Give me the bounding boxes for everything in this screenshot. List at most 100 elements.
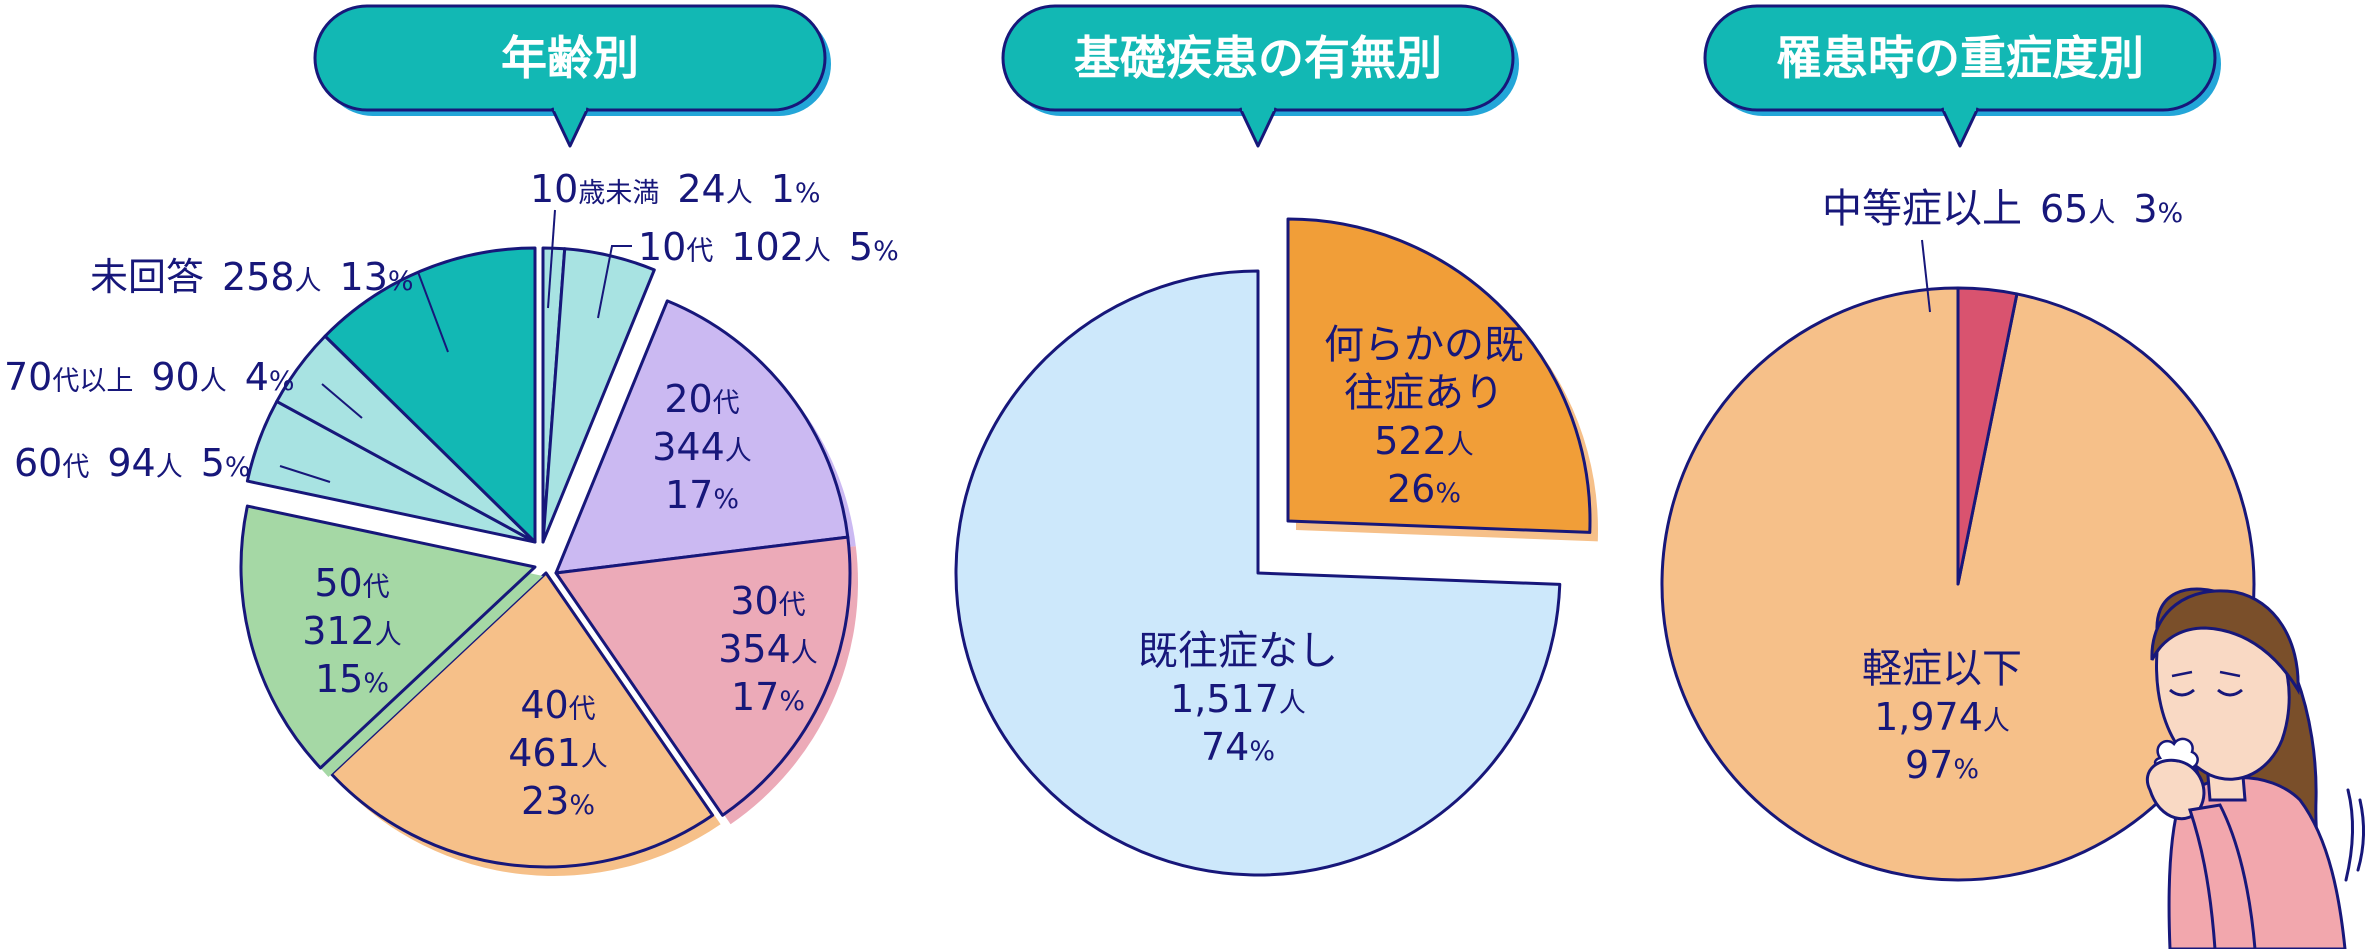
age-label-30s-category-suffix: 代 [779, 590, 806, 621]
disease-label-yes-percent-value: 26 [1387, 467, 1435, 511]
age-label-20s-percent: 17% [665, 473, 739, 517]
age-label-10s-category-num: 10 [638, 225, 686, 269]
age-label-30s-count-value: 354 [718, 627, 791, 671]
age-chart-title-pill-title: 年齢別 [501, 31, 639, 85]
age-label-10s: 10代 102人 5% [638, 225, 899, 269]
age-label-40s-percent-value: 23 [521, 779, 569, 823]
severity-chart-title-pill-pointer-join [1944, 105, 1976, 111]
age-label-50s-percent-value: 15 [315, 657, 363, 701]
age-label-10s-percent-sign: % [873, 236, 899, 267]
age-label-70plus-percent-sign: % [269, 366, 295, 397]
disease-slice-yes [1286, 217, 1592, 534]
age-label-20s-count-unit: 人 [725, 436, 752, 467]
severity-label-moderate-category: 中等症以上 [1822, 186, 2022, 232]
severity-slice-moderate [1956, 286, 2019, 586]
age-label-under10-count-value: 24 [677, 167, 725, 211]
age-label-40s-category-suffix: 代 [569, 694, 596, 725]
severity-label-moderate-count-unit: 人 [2088, 198, 2115, 229]
age-label-30s-percent-sign: % [779, 686, 805, 717]
age-label-30s-category-num: 30 [730, 579, 778, 623]
age-label-10s-count-unit: 人 [804, 236, 831, 267]
severity-label-mild-count: 1,974人 [1874, 695, 2010, 739]
age-label-20s-category: 20代 [664, 377, 739, 421]
age-label-70plus-category-num: 70 [4, 355, 52, 399]
age-leader-10s [597, 245, 632, 319]
age-label-30s-category: 30代 [730, 579, 805, 623]
eyebrows [2171, 670, 2241, 678]
severity-chart-title-pill-pointer [1940, 107, 1980, 148]
disease-label-yes-count-unit: 人 [1447, 430, 1474, 461]
severity-leader-moderate [1921, 239, 1931, 313]
age-label-50s-category: 50代 [314, 561, 389, 605]
severity-label-moderate: 中等症以上 65人 3% [1822, 186, 2183, 232]
age-label-70plus-count-unit: 人 [200, 366, 227, 397]
age-label-no-answer-percent-sign: % [388, 266, 414, 297]
age-label-70plus-count-value: 90 [151, 355, 199, 399]
disease-label-no-percent-value: 74 [1201, 725, 1249, 769]
disease-label-no-category-line1: 既往症なし [1138, 628, 1338, 674]
hand [2145, 758, 2206, 821]
severity-label-mild-percent: 97% [1905, 743, 1979, 787]
age-label-60s-category-suffix: 代 [62, 452, 89, 483]
age-label-under10: 10歳未満 24人 1% [530, 167, 821, 211]
age-label-under10-percent-sign: % [795, 178, 821, 209]
age-label-no-answer-percent-value: 13 [340, 255, 388, 299]
age-label-40s-category-num: 40 [520, 683, 568, 727]
severity-label-moderate-percent-value: 3 [2133, 187, 2157, 231]
age-label-40s-percent: 23% [521, 779, 595, 823]
age-label-no-answer: 未回答 258人 13% [90, 255, 414, 299]
age-label-20s-count-value: 344 [652, 425, 725, 469]
age-leader-60s [279, 465, 331, 483]
age-label-10s-percent-value: 5 [849, 225, 873, 269]
disease-chart-title-pill-pointer [1238, 107, 1278, 148]
disease-label-no-count-unit: 人 [1279, 688, 1306, 719]
right-eye-closed [2217, 688, 2243, 697]
age-label-60s-percent-value: 5 [201, 441, 225, 485]
age-label-under10-category-suffix: 歳未満 [578, 178, 659, 209]
severity-label-mild-count-unit: 人 [1983, 706, 2010, 737]
age-label-60s-count-value: 94 [107, 441, 155, 485]
age-label-under10-category-num: 10 [530, 167, 578, 211]
disease-label-no-percent: 74% [1201, 725, 1275, 769]
age-slice-50s [239, 504, 537, 770]
age-chart-title-pill-pointer [550, 107, 590, 148]
age-label-20s-category-suffix: 代 [713, 388, 740, 419]
age-label-60s-percent-sign: % [225, 452, 251, 483]
age-label-70plus-percent-value: 4 [245, 355, 269, 399]
age-label-no-answer-category-text: 未回答 [90, 255, 204, 299]
age-label-under10-count-unit: 人 [726, 178, 753, 209]
shake-lines [2344, 788, 2366, 882]
age-slice-30s [554, 535, 852, 817]
severity-chart-title-pill-title: 罹患時の重症度別 [1776, 31, 2144, 85]
age-label-40s-category: 40代 [520, 683, 595, 727]
age-label-50s-percent-sign: % [363, 668, 389, 699]
age-label-20s-category-num: 20 [664, 377, 712, 421]
age-label-40s-count-unit: 人 [581, 742, 608, 773]
age-label-40s-count: 461人 [508, 731, 608, 775]
severity-label-mild-percent-sign: % [1953, 754, 1979, 785]
disease-label-yes-category-line1: 何らかの既 [1324, 322, 1524, 368]
age-label-60s: 60代 94人 5% [14, 441, 251, 485]
age-label-no-answer-count-value: 258 [222, 255, 295, 299]
age-label-30s-count-unit: 人 [791, 638, 818, 669]
age-label-70plus: 70代以上 90人 4% [4, 355, 295, 399]
age-leader-70plus [321, 383, 363, 419]
age-label-no-answer-count-unit: 人 [295, 266, 322, 297]
severity-label-moderate-count-value: 65 [2040, 187, 2088, 231]
disease-label-no-count: 1,517人 [1170, 677, 1306, 721]
disease-label-no-count-value: 1,517 [1170, 677, 1279, 721]
age-label-30s-percent-value: 17 [731, 675, 779, 719]
age-label-50s-percent: 15% [315, 657, 389, 701]
age-slice-20s [554, 299, 850, 575]
disease-label-no-percent-sign: % [1249, 736, 1275, 767]
age-label-10s-category-suffix: 代 [686, 236, 713, 267]
age-label-30s-count: 354人 [718, 627, 818, 671]
disease-label-yes-percent-sign: % [1435, 478, 1461, 509]
age-label-50s-count: 312人 [302, 609, 402, 653]
disease-label-yes-count: 522人 [1374, 419, 1474, 463]
age-label-10s-count-value: 102 [731, 225, 804, 269]
coughing-woman-illustration [2145, 587, 2366, 949]
